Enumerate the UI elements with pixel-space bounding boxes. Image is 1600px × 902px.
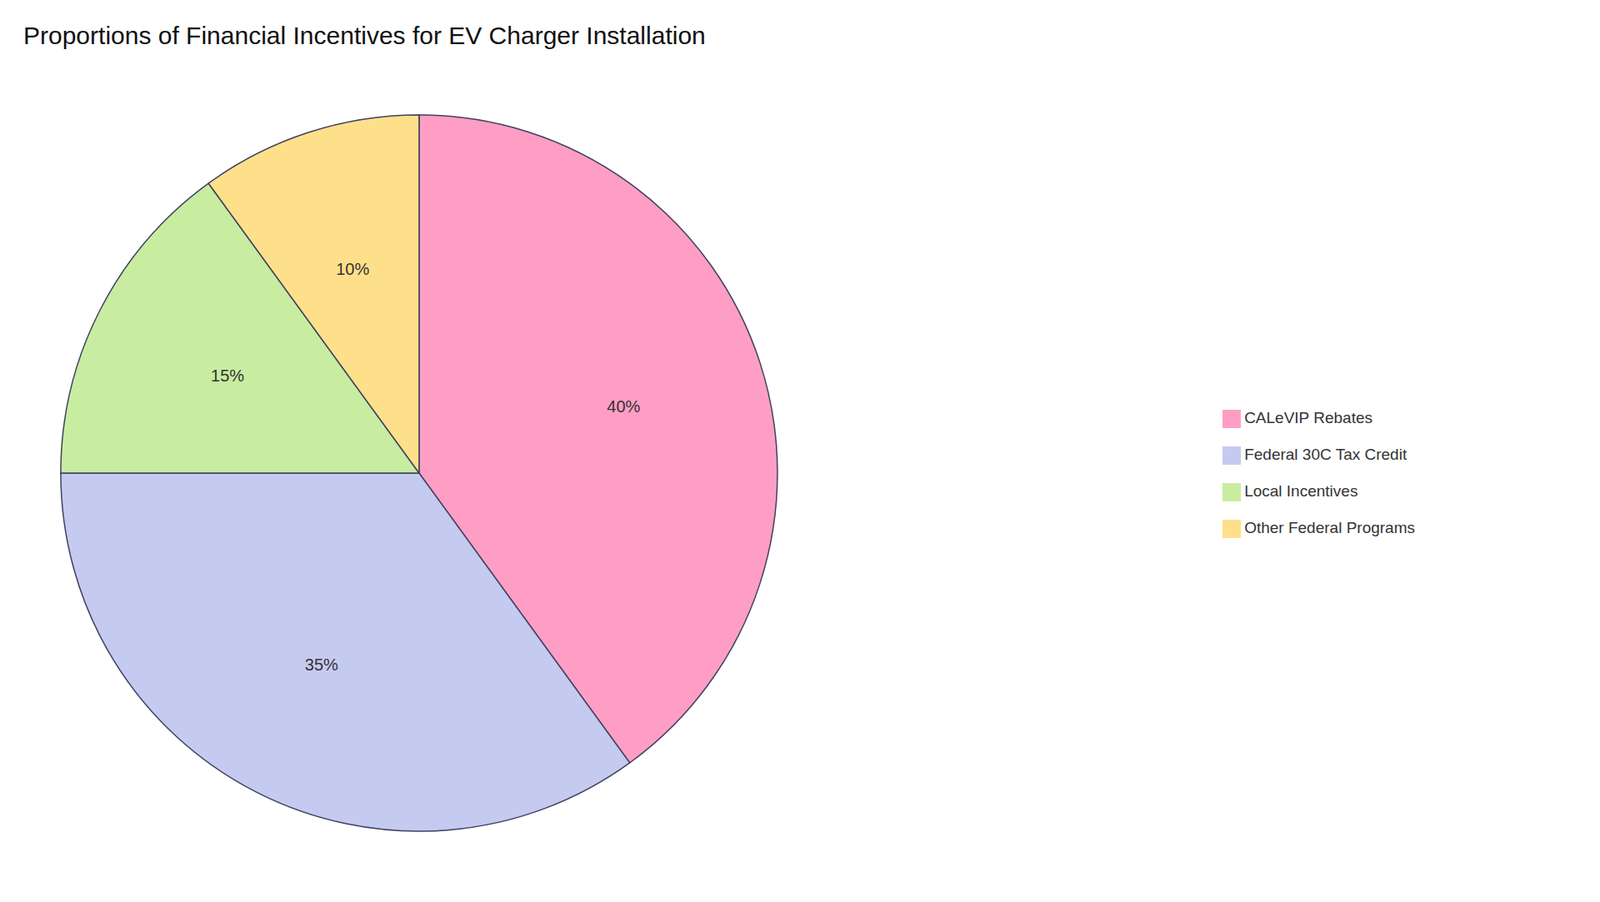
svg-text:40%: 40% bbox=[606, 397, 640, 416]
html-text:Proportions of Financial Incen: Proportions of Financial Incentives for … bbox=[23, 21, 706, 50]
html-text:Other Federal Programs: Other Federal Programs bbox=[1244, 519, 1415, 537]
html-text:Federal 30C Tax Credit: Federal 30C Tax Credit bbox=[1244, 445, 1407, 464]
svg-text:35%: 35% bbox=[305, 655, 339, 675]
svg-text:15%: 15% bbox=[210, 366, 245, 385]
html-text:CALeVIP Rebates: CALeVIP Rebates bbox=[1244, 409, 1373, 427]
svg-text:10%: 10% bbox=[335, 260, 370, 279]
html-text:Local Incentives: Local Incentives bbox=[1244, 482, 1358, 500]
